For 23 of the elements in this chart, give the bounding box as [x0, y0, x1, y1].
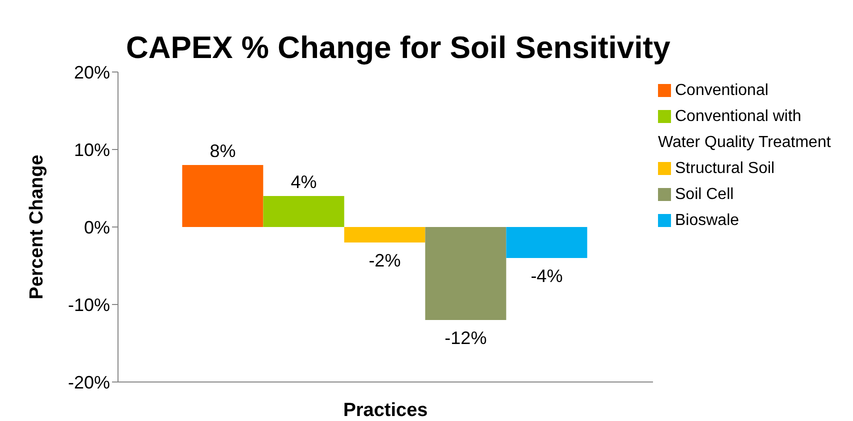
data-label: -2%	[368, 250, 401, 270]
data-label: -12%	[444, 328, 487, 348]
y-tick-label: -20%	[68, 372, 110, 392]
bar	[263, 196, 344, 227]
y-tick-label: -10%	[68, 294, 110, 315]
legend-label: Soil Cell	[675, 186, 734, 203]
y-tick-label: 20%	[74, 62, 110, 82]
chart-title: CAPEX % Change for Soil Sensitivity	[126, 30, 670, 66]
bar	[506, 227, 588, 258]
bar	[344, 227, 426, 242]
y-tick-label: 0%	[84, 217, 110, 238]
legend-label: Structural Soil	[675, 160, 775, 177]
data-label: -4%	[530, 266, 563, 286]
bar	[182, 165, 264, 227]
data-label: 4%	[290, 172, 317, 192]
data-label: 8%	[210, 141, 236, 161]
bar	[425, 227, 506, 320]
y-axis-title: Percent Change	[26, 154, 48, 300]
legend-label: Conventional with Water Quality Treatment	[658, 108, 831, 151]
legend-label: Conventional	[675, 82, 768, 99]
y-tick-label: 10%	[74, 140, 110, 160]
legend-label: Bioswale	[675, 212, 740, 229]
x-axis-title: Practices	[343, 400, 428, 421]
